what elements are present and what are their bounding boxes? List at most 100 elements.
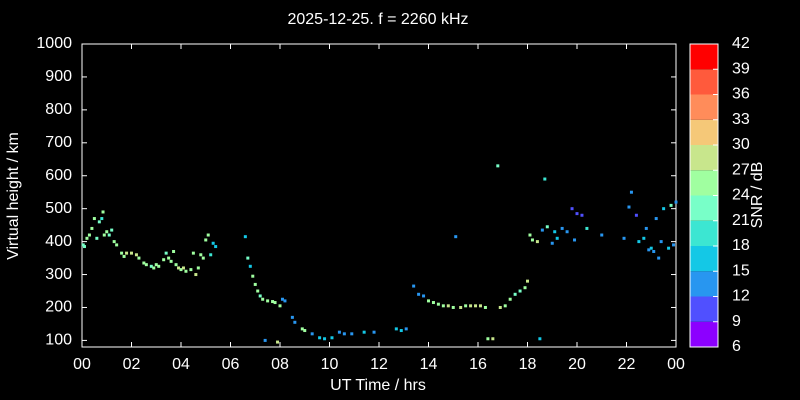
data-point	[199, 253, 203, 257]
colorbar-band	[690, 246, 718, 272]
data-point	[427, 299, 430, 303]
data-point	[330, 336, 334, 340]
data-point	[184, 269, 188, 273]
data-point	[102, 233, 106, 237]
x-tick-label: 00	[667, 356, 685, 373]
data-point	[263, 338, 267, 342]
colorbar-band	[690, 94, 718, 120]
data-point	[526, 279, 529, 283]
data-point	[659, 240, 663, 244]
data-point	[342, 332, 346, 336]
data-point	[674, 200, 678, 204]
y-tick-label: 600	[45, 167, 72, 184]
data-point	[271, 300, 275, 304]
colorbar-tick-label: 21	[732, 212, 750, 229]
x-tick-label: 04	[172, 356, 190, 373]
data-point	[394, 327, 398, 331]
data-point	[290, 315, 294, 319]
data-point	[169, 259, 173, 263]
data-point	[404, 327, 408, 331]
data-point	[474, 304, 478, 308]
data-point	[399, 329, 403, 333]
data-point	[172, 249, 176, 253]
y-tick-label: 700	[45, 134, 72, 151]
data-point	[318, 336, 322, 340]
data-point	[196, 266, 200, 270]
data-point	[652, 249, 656, 253]
data-point	[283, 299, 287, 303]
data-point	[209, 253, 213, 257]
data-point	[97, 220, 101, 224]
data-point	[120, 251, 124, 255]
data-point	[162, 258, 166, 262]
data-point	[214, 245, 218, 249]
data-point	[276, 340, 280, 344]
data-point	[637, 240, 641, 244]
data-point	[125, 251, 129, 255]
data-point	[137, 256, 141, 260]
y-tick-label: 400	[45, 233, 72, 250]
colorbar-band	[690, 271, 718, 297]
data-point	[580, 213, 584, 217]
colorbar-tick-label: 30	[732, 136, 750, 153]
y-tick-label: 300	[45, 266, 72, 283]
data-point	[107, 233, 111, 237]
data-point	[201, 256, 205, 260]
colorbar-tick-label: 42	[732, 35, 750, 52]
data-point	[464, 304, 468, 308]
data-point	[486, 337, 490, 341]
y-axis-label: Virtual height / km	[5, 132, 22, 260]
data-point	[303, 329, 307, 333]
data-point	[575, 212, 579, 216]
data-point	[174, 263, 178, 267]
data-point	[627, 205, 631, 209]
data-point	[164, 251, 168, 255]
data-point	[454, 235, 458, 239]
data-point	[508, 297, 512, 301]
colorbar-label: SNR / dB	[749, 162, 766, 229]
data-point	[258, 294, 262, 298]
data-point	[157, 264, 161, 268]
data-point	[446, 304, 450, 308]
data-point	[622, 236, 626, 240]
data-point	[503, 304, 507, 308]
data-point	[422, 294, 426, 298]
data-point	[81, 243, 85, 247]
data-point	[142, 261, 146, 265]
data-point	[669, 203, 673, 207]
data-point	[518, 289, 522, 293]
data-point	[555, 236, 559, 240]
data-point	[545, 225, 549, 229]
colorbar-tick-label: 27	[732, 161, 750, 178]
data-point	[261, 297, 265, 301]
data-point	[144, 263, 148, 267]
data-point	[189, 268, 193, 272]
data-point	[350, 332, 354, 336]
data-point	[115, 243, 119, 247]
x-tick-label: 16	[469, 356, 487, 373]
data-point	[154, 263, 158, 267]
data-point	[528, 233, 532, 237]
data-point	[206, 233, 210, 237]
data-point	[538, 337, 542, 341]
data-point	[278, 304, 282, 308]
data-point	[337, 330, 341, 334]
data-point	[662, 207, 666, 211]
data-point	[248, 264, 252, 268]
data-point	[82, 245, 86, 249]
data-point	[191, 251, 195, 255]
colorbar-band	[690, 296, 718, 322]
y-tick-label: 200	[45, 299, 72, 316]
data-point	[553, 230, 557, 234]
plot-frame	[81, 43, 677, 348]
data-point	[600, 233, 604, 237]
data-point	[417, 292, 421, 296]
x-tick-label: 22	[618, 356, 636, 373]
data-point	[644, 226, 648, 230]
data-point	[540, 228, 544, 232]
data-point	[372, 330, 376, 334]
data-point	[441, 304, 445, 308]
x-tick-label: 20	[568, 356, 586, 373]
data-point	[204, 238, 208, 242]
data-point	[177, 266, 181, 270]
